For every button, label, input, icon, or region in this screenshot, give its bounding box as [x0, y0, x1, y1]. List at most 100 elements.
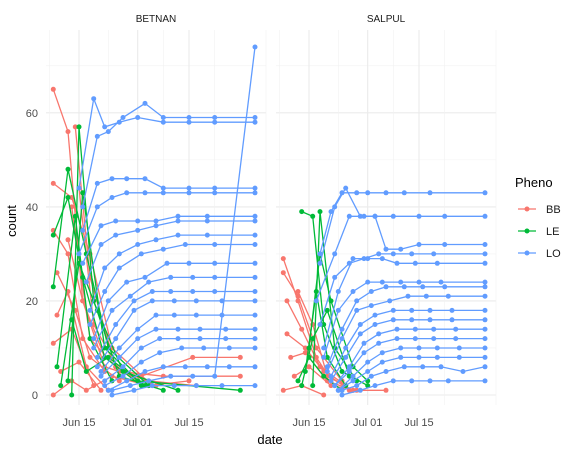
- series-lo: [91, 260, 258, 342]
- data-point: [252, 232, 258, 238]
- data-point: [116, 345, 122, 351]
- data-point: [438, 279, 444, 285]
- data-point: [149, 383, 155, 389]
- data-point: [50, 180, 56, 186]
- data-point: [346, 364, 352, 370]
- data-point: [212, 242, 218, 247]
- data-point: [80, 204, 86, 210]
- data-point: [142, 274, 148, 280]
- data-point: [87, 322, 93, 327]
- data-point: [449, 307, 455, 313]
- legend-label: LE: [546, 226, 559, 238]
- data-point: [135, 242, 141, 247]
- data-point: [91, 96, 97, 102]
- series-lo: [339, 378, 488, 398]
- facet-title-salpul: SALPUL: [367, 14, 406, 25]
- data-point: [252, 119, 258, 125]
- data-point: [482, 336, 488, 342]
- data-point: [427, 190, 433, 196]
- data-point: [212, 274, 218, 280]
- data-point: [197, 336, 203, 342]
- data-point: [120, 364, 126, 370]
- data-point: [390, 378, 396, 384]
- data-point: [190, 274, 196, 280]
- data-point: [482, 354, 488, 360]
- data-point: [302, 350, 308, 356]
- data-point: [252, 190, 258, 196]
- series-lo: [321, 279, 488, 360]
- data-point: [335, 289, 341, 294]
- series-layer: [280, 185, 488, 398]
- data-point: [226, 364, 232, 370]
- data-point: [252, 383, 258, 389]
- series-lo: [339, 364, 488, 393]
- data-point: [321, 373, 327, 379]
- data-point: [120, 373, 126, 379]
- data-point: [212, 185, 218, 191]
- data-point: [350, 378, 356, 384]
- data-point: [252, 115, 258, 120]
- data-point: [171, 383, 177, 389]
- data-point: [412, 336, 418, 342]
- data-point: [482, 260, 488, 266]
- data-point: [482, 378, 488, 384]
- data-point: [445, 378, 451, 384]
- data-point: [324, 354, 330, 360]
- data-point: [357, 331, 363, 337]
- data-point: [368, 373, 374, 379]
- data-point: [175, 218, 181, 224]
- data-point: [201, 345, 207, 351]
- data-point: [102, 124, 108, 130]
- data-point: [190, 354, 196, 360]
- data-point: [365, 256, 371, 262]
- series-lo: [76, 96, 258, 191]
- data-point: [116, 354, 122, 360]
- data-point: [65, 237, 71, 243]
- data-point: [372, 322, 378, 327]
- data-point: [252, 260, 258, 266]
- data-point: [368, 289, 374, 294]
- series-line: [341, 380, 485, 396]
- x-tick-label: Jul 15: [404, 417, 433, 429]
- data-point: [142, 190, 148, 196]
- legend-item-bb: BB: [518, 204, 561, 216]
- data-point: [91, 345, 97, 351]
- series-lo: [102, 336, 258, 384]
- data-point: [453, 336, 459, 342]
- data-point: [339, 336, 345, 342]
- data-point: [186, 260, 192, 266]
- data-point: [76, 359, 82, 365]
- data-point: [252, 345, 258, 351]
- data-point: [179, 345, 185, 351]
- series-line: [52, 230, 106, 372]
- data-point: [113, 336, 119, 342]
- data-point: [390, 317, 396, 323]
- data-point: [76, 124, 82, 130]
- data-point: [83, 387, 89, 393]
- data-point: [94, 133, 100, 139]
- data-point: [54, 312, 60, 318]
- series-lo: [328, 307, 488, 379]
- data-point: [160, 119, 166, 125]
- data-point: [365, 383, 371, 389]
- y-tick-label: 40: [26, 202, 38, 214]
- data-point: [357, 387, 363, 393]
- facet-title-betnan: BETNAN: [136, 14, 177, 25]
- data-point: [72, 213, 78, 219]
- data-point: [237, 387, 243, 393]
- data-point: [149, 289, 155, 294]
- data-point: [193, 383, 199, 389]
- data-point: [332, 204, 338, 210]
- series-lo: [317, 251, 488, 327]
- data-point: [160, 190, 166, 196]
- x-tick-label: Jun 15: [292, 417, 325, 429]
- series-lo: [91, 274, 258, 351]
- data-point: [160, 387, 166, 393]
- data-point: [335, 387, 341, 393]
- series-lo: [80, 176, 258, 233]
- data-point: [299, 383, 305, 389]
- data-point: [453, 326, 459, 332]
- data-point: [482, 293, 488, 299]
- data-point: [193, 312, 199, 318]
- series-line: [89, 243, 255, 325]
